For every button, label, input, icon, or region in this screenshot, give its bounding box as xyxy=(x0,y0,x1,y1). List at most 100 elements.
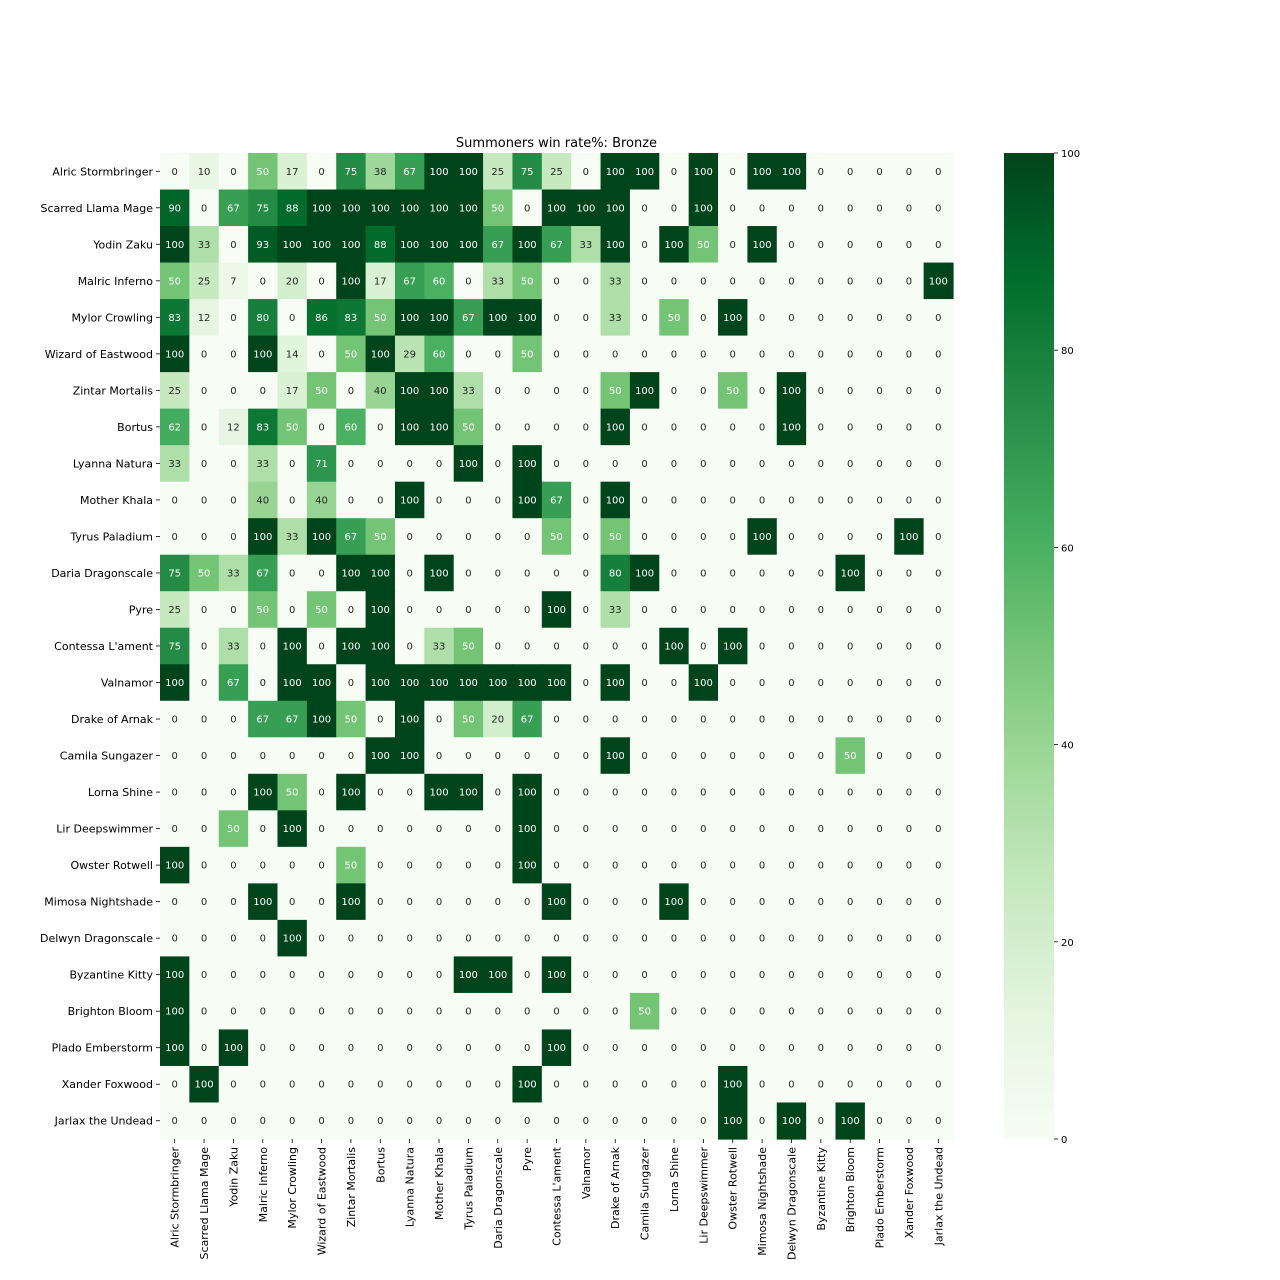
cell-value-label: 0 xyxy=(847,897,853,908)
heatmap-cell xyxy=(306,883,337,921)
cell-value-label: 0 xyxy=(318,167,324,178)
heatmap-cell xyxy=(688,335,719,373)
cell-value-label: 100 xyxy=(283,934,302,945)
heatmap-cell xyxy=(718,1065,749,1104)
cell-value-label: 100 xyxy=(841,568,860,579)
heatmap-cell xyxy=(336,810,367,848)
cell-value-label: 0 xyxy=(759,203,765,214)
cell-value-label: 67 xyxy=(256,715,269,726)
cell-value-label: 0 xyxy=(524,422,530,433)
cell-value-label: 0 xyxy=(436,532,442,543)
heatmap-cell xyxy=(512,189,543,227)
cell-value-label: 100 xyxy=(312,240,331,251)
cell-value-label: 0 xyxy=(318,897,324,908)
cell-value-label: 14 xyxy=(286,349,299,360)
heatmap-cell xyxy=(718,737,749,775)
heatmap-cell xyxy=(277,591,308,629)
heatmap-cell xyxy=(688,153,719,191)
heatmap-cell xyxy=(571,262,602,300)
cell-value-label: 0 xyxy=(318,1007,324,1018)
heatmap-cell xyxy=(718,773,749,811)
heatmap-cell xyxy=(541,189,572,227)
heatmap-cell xyxy=(365,810,396,848)
heatmap-cell xyxy=(776,627,807,665)
cell-value-label: 88 xyxy=(374,240,387,251)
heatmap-cell xyxy=(306,226,337,264)
heatmap-cell xyxy=(835,919,866,958)
cell-value-label: 0 xyxy=(436,1043,442,1054)
heatmap-cell xyxy=(365,226,396,264)
cell-value-label: 100 xyxy=(253,532,272,543)
cell-value-label: 0 xyxy=(730,568,736,579)
heatmap-cell xyxy=(864,700,895,738)
heatmap-cell xyxy=(718,335,749,373)
heatmap-cell xyxy=(688,883,719,921)
cell-value-label: 0 xyxy=(348,970,354,981)
heatmap-cell xyxy=(218,846,249,884)
heatmap-cell xyxy=(189,408,220,446)
heatmap-cell xyxy=(512,737,543,775)
cell-value-label: 0 xyxy=(348,1043,354,1054)
heatmap-cell xyxy=(394,919,425,958)
y-tick-label: Camila Sungazer xyxy=(60,750,154,763)
heatmap-cell xyxy=(629,372,660,410)
heatmap-cell xyxy=(923,919,954,958)
cell-value-label: 83 xyxy=(345,313,358,324)
heatmap-cell xyxy=(571,992,602,1031)
heatmap-cell xyxy=(160,700,190,738)
cell-value-label: 0 xyxy=(935,167,941,178)
heatmap-cell xyxy=(718,664,749,702)
heatmap-cell xyxy=(512,1102,543,1140)
cell-value-label: 0 xyxy=(171,715,177,726)
cell-value-label: 0 xyxy=(201,532,207,543)
cell-value-label: 0 xyxy=(201,1043,207,1054)
heatmap-cell xyxy=(923,226,954,264)
heatmap-cell xyxy=(894,445,925,483)
cell-value-label: 0 xyxy=(260,1007,266,1018)
cell-value-label: 0 xyxy=(788,861,794,872)
cell-value-label: 0 xyxy=(906,459,912,470)
heatmap-cell xyxy=(218,956,249,994)
heatmap-cell xyxy=(747,445,778,483)
heatmap-cell xyxy=(688,846,719,884)
heatmap-cell xyxy=(248,737,279,775)
cell-value-label: 0 xyxy=(700,349,706,360)
cell-value-label: 100 xyxy=(723,642,742,653)
heatmap-cell xyxy=(776,591,807,629)
heatmap-cell xyxy=(394,883,425,921)
heatmap-cell xyxy=(189,262,220,300)
heatmap-cell xyxy=(160,846,190,884)
cell-value-label: 50 xyxy=(286,788,299,799)
heatmap-cell xyxy=(394,299,425,337)
cell-value-label: 0 xyxy=(348,605,354,616)
cell-value-label: 0 xyxy=(759,459,765,470)
cell-value-label: 0 xyxy=(495,1116,501,1127)
heatmap-cell xyxy=(747,737,778,775)
cell-value-label: 0 xyxy=(289,1080,295,1091)
heatmap-cell xyxy=(659,1102,690,1140)
heatmap-cell xyxy=(336,554,367,592)
cell-value-label: 100 xyxy=(547,203,566,214)
heatmap-cell xyxy=(160,1065,190,1104)
cell-value-label: 0 xyxy=(230,605,236,616)
heatmap-cell xyxy=(512,992,543,1031)
heatmap-cell xyxy=(189,810,220,848)
cell-value-label: 0 xyxy=(465,532,471,543)
cell-value-label: 100 xyxy=(283,240,302,251)
cell-value-label: 0 xyxy=(230,897,236,908)
heatmap-cell xyxy=(365,664,396,702)
cell-value-label: 100 xyxy=(459,459,478,470)
y-tick-label: Jarlax the Undead xyxy=(54,1115,153,1128)
cell-value-label: 100 xyxy=(371,568,390,579)
heatmap-cell xyxy=(835,554,866,592)
heatmap-cell xyxy=(365,262,396,300)
cell-value-label: 50 xyxy=(374,313,387,324)
cell-value-label: 0 xyxy=(553,788,559,799)
heatmap-cell xyxy=(160,627,190,665)
heatmap-cell xyxy=(365,591,396,629)
heatmap-cell xyxy=(277,153,308,191)
cell-value-label: 0 xyxy=(935,240,941,251)
cell-value-label: 0 xyxy=(289,459,295,470)
heatmap-cell xyxy=(483,372,514,410)
cell-value-label: 0 xyxy=(612,970,618,981)
